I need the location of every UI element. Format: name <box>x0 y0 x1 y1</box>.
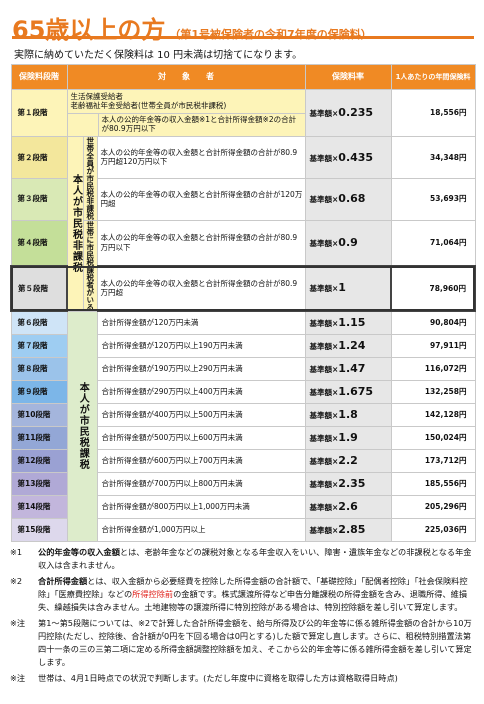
stage-cell: 第13段階 <box>10 471 68 496</box>
amount-cell: 225,036円 <box>390 517 476 542</box>
amount-cell: 205,296円 <box>390 494 476 519</box>
rate-cell: 基準額×0.435 <box>304 136 392 179</box>
amount-cell: 173,712円 <box>390 448 476 473</box>
amount-cell: 116,072円 <box>390 356 476 381</box>
table-row: 第８段階 合計所得金額が190万円以上290万円未満 基準額×1.47 116,… <box>10 356 476 381</box>
rate-cell: 基準額×2.85 <box>304 517 392 542</box>
rate-cell: 基準額×0.9 <box>304 219 392 266</box>
amount-cell: 78,960円 <box>390 264 476 312</box>
target-cell: 合計所得金額が500万円以上600万円未満 <box>96 425 306 450</box>
amount-cell: 185,556円 <box>390 471 476 496</box>
table-row: 第７段階 合計所得金額が120万円以上190万円未満 基準額×1.24 97,9… <box>10 333 476 358</box>
table-row: 第11段階 合計所得金額が500万円以上600万円未満 基準額×1.9 150,… <box>10 425 476 450</box>
table-header-row: 保険料段階 対 象 者 保険料率 1人あたりの年間保険料 <box>10 64 476 90</box>
stage-cell: 第11段階 <box>10 425 68 450</box>
target-cell: 本人の公的年金等の収入金額と合計所得金額の合計が80.9万円超 <box>96 264 306 312</box>
target-cell: 合計所得金額が600万円以上700万円未満 <box>96 448 306 473</box>
table-row: 第14段階 合計所得金額が800万円以上1,000万円未満 基準額×2.6 20… <box>10 494 476 519</box>
header-target: 対 象 者 <box>66 64 306 90</box>
stage-cell: 第３段階 <box>10 177 68 221</box>
title-sub: （第1号被保険者の令和7年度の保険料） <box>169 28 372 41</box>
amount-cell: 34,348円 <box>390 136 476 179</box>
page-title: 65歳以上の方 （第1号被保険者の令和7年度の保険料） <box>12 10 372 44</box>
amount-cell: 71,064円 <box>390 219 476 266</box>
rate-cell: 基準額×2.6 <box>304 494 392 519</box>
stage-cell: 第12段階 <box>10 448 68 473</box>
rate-cell: 基準額×1.15 <box>304 310 392 335</box>
group-nontax-self: 本人が市民税非課税 <box>66 136 84 312</box>
table-row: 第４段階 世帯に市民税課税者がいる 本人の公的年金等の収入金額と合計所得金額の合… <box>10 219 476 312</box>
premium-table: 保険料段階 対 象 者 保険料率 1人あたりの年間保険料 第１段階 生活保護受給… <box>10 64 476 542</box>
stage-cell: 第７段階 <box>10 333 68 358</box>
target-cell: 合計所得金額が190万円以上290万円未満 <box>96 356 306 381</box>
stage-cell: 第２段階 <box>10 136 68 179</box>
intro-text: 実際に納めていただく保険料は 10 円未満は切捨てになります。 <box>14 50 303 61</box>
amount-cell: 142,128円 <box>390 402 476 427</box>
table-row: 第12段階 合計所得金額が600万円以上700万円未満 基準額×2.2 173,… <box>10 448 476 473</box>
table-row: 第６段階 本人が市民税課税 合計所得金額が120万円未満 基準額×1.15 90… <box>10 310 476 542</box>
rate-cell: 基準額×1.24 <box>304 333 392 358</box>
amount-cell: 53,693円 <box>390 177 476 221</box>
target-cell: 合計所得金額が1,000万円以上 <box>96 517 306 542</box>
stage-cell: 第８段階 <box>10 356 68 381</box>
target-cell: 生活保護受給者 老齢福祉年金受給者(世帯全員が市民税非課税) 本人の公的年金等の… <box>66 89 306 137</box>
header-stage: 保険料段階 <box>10 64 68 90</box>
title-main: 65歳以上の方 <box>12 16 166 44</box>
stage-cell: 第４段階 <box>10 219 68 266</box>
amount-cell: 132,258円 <box>390 379 476 404</box>
note-1: ※1 公的年金等の収入金額とは、老齢年金などの課税対象となる年金収入をいい、障害… <box>10 547 472 570</box>
stage-cell: 第９段階 <box>10 379 68 404</box>
rate-cell: 基準額×1.675 <box>304 379 392 404</box>
group-household-taxed: 世帯に市民税課税者がいる <box>82 219 98 312</box>
target-cell: 本人の公的年金等の収入金額と合計所得金額の合計が80.9万円超120万円以下 <box>96 136 306 179</box>
note-4: ※注 世帯は、4月1日時点での状況で判断します。(ただし年度中に資格を取得した方… <box>10 673 398 683</box>
group-household-nontax: 世帯全員が市民税非課税 <box>82 136 98 221</box>
notes-section: ※1 公的年金等の収入金額とは、老齢年金などの課税対象となる年金収入をいい、障害… <box>10 546 472 688</box>
header-rate: 保険料率 <box>304 64 392 90</box>
stage-cell: 第１段階 <box>10 89 68 137</box>
title-underline <box>12 36 474 39</box>
target-cell: 合計所得金額が400万円以上500万円未満 <box>96 402 306 427</box>
table-row: 第15段階 合計所得金額が1,000万円以上 基準額×2.85 225,036円 <box>10 517 476 542</box>
table-row: 第13段階 合計所得金額が700万円以上800万円未満 基準額×2.35 185… <box>10 471 476 496</box>
rate-cell: 基準額×1.8 <box>304 402 392 427</box>
rate-cell: 基準額×1 <box>304 264 392 312</box>
stage-cell: 第14段階 <box>10 494 68 519</box>
note-3: ※注 第1～第5段階については、※2で計算した合計所得金額を、給与所得及び公的年… <box>10 618 472 667</box>
rate-cell: 基準額×0.68 <box>304 177 392 221</box>
table-row-standard: 第５段階 本人の公的年金等の収入金額と合計所得金額の合計が80.9万円超 基準額… <box>10 264 476 312</box>
rate-cell: 基準額×2.35 <box>304 471 392 496</box>
group-taxed-self: 本人が市民税課税 <box>66 310 98 542</box>
target-cell: 合計所得金額が800万円以上1,000万円未満 <box>96 494 306 519</box>
stage-cell: 第６段階 <box>10 310 68 335</box>
target-cell: 合計所得金額が120万円以上190万円未満 <box>96 333 306 358</box>
stage-cell: 第５段階 <box>10 264 68 312</box>
table-row: 第10段階 合計所得金額が400万円以上500万円未満 基準額×1.8 142,… <box>10 402 476 427</box>
rate-cell: 基準額×1.9 <box>304 425 392 450</box>
stage-cell: 第10段階 <box>10 402 68 427</box>
rate-cell: 基準額×1.47 <box>304 356 392 381</box>
table-row: 第２段階 本人が市民税非課税 世帯全員が市民税非課税 本人の公的年金等の収入金額… <box>10 136 476 312</box>
table-row: 第９段階 合計所得金額が290万円以上400万円未満 基準額×1.675 132… <box>10 379 476 404</box>
table-row: 第３段階 本人の公的年金等の収入金額と合計所得金額の合計が120万円超 基準額×… <box>10 177 476 221</box>
target-cell: 本人の公的年金等の収入金額と合計所得金額の合計が80.9万円以下 <box>96 219 306 266</box>
target-cell: 合計所得金額が700万円以上800万円未満 <box>96 471 306 496</box>
rate-cell: 基準額×2.2 <box>304 448 392 473</box>
amount-cell: 97,911円 <box>390 333 476 358</box>
table-row: 第１段階 生活保護受給者 老齢福祉年金受給者(世帯全員が市民税非課税) 本人の公… <box>10 89 476 137</box>
amount-cell: 90,804円 <box>390 310 476 335</box>
stage-cell: 第15段階 <box>10 517 68 542</box>
target-cell: 合計所得金額が120万円未満 <box>96 310 306 335</box>
note-2: ※2 合計所得金額とは、収入金額から必要経費を控除した所得金額の合計額で、「基礎… <box>10 576 468 612</box>
header-annual: 1人あたりの年間保険料 <box>390 64 476 90</box>
amount-cell: 150,024円 <box>390 425 476 450</box>
rate-cell: 基準額×0.235 <box>304 89 392 137</box>
target-cell: 本人の公的年金等の収入金額と合計所得金額の合計が120万円超 <box>96 177 306 221</box>
target-cell: 合計所得金額が290万円以上400万円未満 <box>96 379 306 404</box>
amount-cell: 18,556円 <box>390 89 476 137</box>
